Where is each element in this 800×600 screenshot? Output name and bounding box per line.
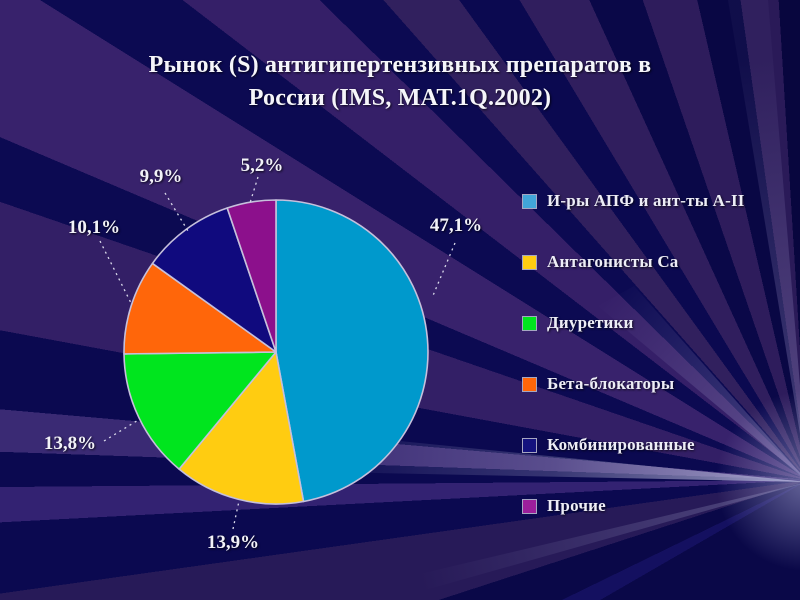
legend-swatch-1 [522,254,537,270]
legend-swatch-4 [522,437,537,453]
pie-percent-label-4: 9,9% [139,166,183,187]
legend-item-4: Комбинированные [522,435,745,455]
pie-percent-label-5: 5,2% [240,155,284,176]
legend-swatch-0 [522,193,537,209]
legend-swatch-5 [522,498,537,514]
pie-slice-4 [151,207,277,353]
slide-title-line1: Рынок (S) антигипертензивных препаратов … [148,52,652,78]
slide-title-line2: России (IMS, MAT.1Q.2002) [248,85,552,112]
light-ray [310,483,800,600]
legend-label-3: Бета-блокаторы [547,374,675,393]
pie-percent-label-0: 47,1% [429,215,483,236]
legend-label-4: Комбинированные [547,435,695,454]
pie-chart [123,199,429,505]
pie-slice-1 [178,351,305,505]
pie-leader-lines [99,176,456,530]
legend-label-5: Прочие [547,496,606,515]
pie-leader-line-0 [431,242,456,299]
legend: И-ры АПФ и ант-ты А-II Антагонисты Са Ди… [522,191,745,516]
pie-slice-5 [226,199,277,353]
legend-swatch-2 [522,315,537,331]
pie-leader-line-2 [103,418,141,442]
legend-item-5: Прочие [522,496,745,516]
legend-item-0: И-ры АПФ и ант-ты А-II [522,191,745,211]
pie-percent-label-2: 13,8% [43,433,97,454]
pie-percent-label-1: 13,9% [206,532,260,553]
legend-swatch-3 [522,376,537,392]
legend-label-0: И-ры АПФ и ант-ты А-II [547,191,745,210]
pie-slice-3 [123,262,277,355]
pie-percent-label-3: 10,1% [67,217,121,238]
pie-leader-line-3 [99,240,132,304]
pie-leader-line-4 [164,192,189,232]
slide-title: Рынок (S) антигипертензивных препаратов … [0,49,800,115]
legend-item-3: Бета-блокаторы [522,374,745,394]
pie-slice-0 [275,199,429,503]
pie-slice-2 [123,351,277,470]
light-ray [728,0,800,434]
legend-item-1: Антагонисты Са [522,252,745,272]
pie-leader-line-1 [232,500,240,530]
legend-item-2: Диуретики [522,313,745,333]
legend-label-2: Диуретики [547,313,634,332]
legend-label-1: Антагонисты Са [547,252,679,271]
ray-glow [716,391,800,571]
pie-leader-line-5 [249,176,259,204]
